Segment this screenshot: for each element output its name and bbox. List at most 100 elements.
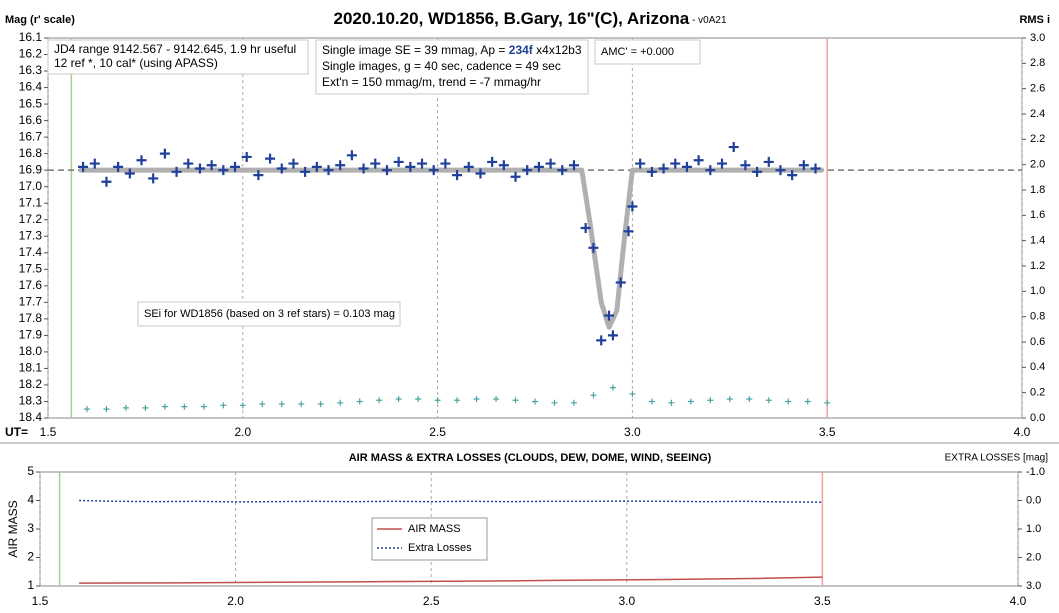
- data-point: [668, 399, 675, 406]
- data-point: [463, 161, 474, 172]
- series-line: [79, 576, 823, 584]
- y2-tick-label: 3.0: [1026, 580, 1041, 592]
- annotation-part: 234f: [509, 43, 534, 57]
- series-line: [79, 167, 824, 330]
- data-point: [298, 401, 305, 408]
- data-point: [590, 392, 597, 399]
- data-point: [337, 399, 344, 406]
- data-point: [376, 397, 383, 404]
- y-tick-label: 18.1: [19, 361, 43, 375]
- plot-area: [47, 37, 1023, 419]
- annotation-text: Ext'n = 150 mmag/m, trend = -7 mmag/hr: [322, 75, 541, 89]
- x-axis-label: UT=: [5, 425, 28, 439]
- data-point: [681, 161, 692, 172]
- y2-axis-label: EXTRA LOSSES [mag]: [945, 453, 1049, 464]
- data-point: [687, 398, 694, 405]
- data-point: [113, 161, 124, 172]
- data-point: [740, 160, 751, 171]
- x-tick-label: 3.5: [814, 594, 831, 608]
- data-point: [415, 396, 422, 402]
- data-point: [763, 156, 774, 167]
- data-point: [194, 163, 205, 174]
- data-point: [752, 166, 763, 177]
- annotation-box: [137, 301, 401, 327]
- data-point: [381, 165, 392, 176]
- data-point: [452, 170, 463, 181]
- title-text: AIR MASS & EXTRA LOSSES (CLOUDS, DEW, DO…: [349, 452, 712, 464]
- data-point: [358, 163, 369, 174]
- data-point: [570, 399, 577, 406]
- annotation-box: [594, 39, 701, 65]
- y2-tick-label: 0.0: [1026, 494, 1041, 506]
- x-tick-label: 2.0: [227, 594, 244, 608]
- data-point: [596, 335, 607, 346]
- data-point: [498, 160, 509, 171]
- x-tick-label: 1.5: [40, 425, 57, 439]
- data-point: [428, 165, 439, 176]
- data-point: [557, 165, 568, 176]
- data-point: [627, 201, 638, 212]
- y-tick-label: 16.1: [19, 30, 43, 44]
- y-tick-label: 17.5: [19, 261, 43, 275]
- y2-tick-label: 2.2: [1030, 133, 1045, 145]
- data-point: [615, 277, 626, 288]
- data-point: [417, 158, 428, 169]
- y2-tick-label: 2.8: [1030, 57, 1045, 69]
- y2-tick-label: 0.2: [1030, 387, 1045, 399]
- y-tick-label: 16.9: [19, 162, 43, 176]
- data-point: [434, 397, 441, 404]
- data-point: [370, 158, 381, 169]
- data-point: [335, 160, 346, 171]
- y-tick-label: 16.2: [19, 47, 43, 61]
- x-tick-label: 2.5: [429, 425, 446, 439]
- y-tick-label: 17.4: [19, 245, 43, 259]
- data-point: [705, 165, 716, 176]
- y2-tick-label: 1.0: [1026, 523, 1041, 535]
- data-point: [717, 158, 728, 169]
- x-tick-label: 2.5: [423, 594, 440, 608]
- data-point: [101, 176, 112, 187]
- data-point: [707, 397, 714, 404]
- data-point: [670, 158, 681, 169]
- data-point: [607, 330, 618, 341]
- data-point: [787, 170, 798, 181]
- data-point: [181, 403, 188, 410]
- data-point: [726, 396, 733, 402]
- legend-box: [371, 517, 488, 561]
- y-axis-label: Mag (r' scale): [5, 14, 75, 26]
- y-tick-label: 18.4: [19, 410, 43, 424]
- data-point: [136, 155, 147, 166]
- y-tick-label: 17.8: [19, 311, 43, 325]
- data-point: [648, 398, 655, 405]
- y2-axis-label: RMS i: [1019, 14, 1050, 26]
- y-tick-label: 17.3: [19, 228, 43, 242]
- data-point: [241, 151, 252, 162]
- data-point: [278, 401, 285, 408]
- x-tick-label: 3.0: [624, 425, 641, 439]
- data-point: [493, 396, 500, 402]
- data-point: [405, 161, 416, 172]
- data-point: [122, 404, 129, 411]
- y2-tick-label: 1.2: [1030, 260, 1045, 272]
- y2-tick-label: 0.6: [1030, 336, 1045, 348]
- x-tick-label: 4.0: [1014, 425, 1031, 439]
- y-tick-label: 17.1: [19, 195, 43, 209]
- y-tick-label: 4: [27, 493, 34, 507]
- data-point: [239, 402, 246, 409]
- y2-tick-label: -1.0: [1026, 466, 1045, 478]
- data-point: [206, 160, 217, 171]
- data-point: [775, 165, 786, 176]
- y-tick-label: 5: [27, 464, 34, 478]
- data-point: [124, 168, 135, 179]
- y2-tick-label: 0.0: [1030, 412, 1045, 424]
- data-point: [142, 404, 149, 411]
- y-tick-label: 16.3: [19, 63, 43, 77]
- data-point: [171, 166, 182, 177]
- data-point: [454, 397, 461, 404]
- data-point: [646, 166, 657, 177]
- y2-tick-label: 0.8: [1030, 311, 1045, 323]
- y-tick-label: 16.5: [19, 96, 43, 110]
- data-point: [568, 160, 579, 171]
- y-tick-label: 17.9: [19, 328, 43, 342]
- x-tick-label: 4.0: [1010, 594, 1027, 608]
